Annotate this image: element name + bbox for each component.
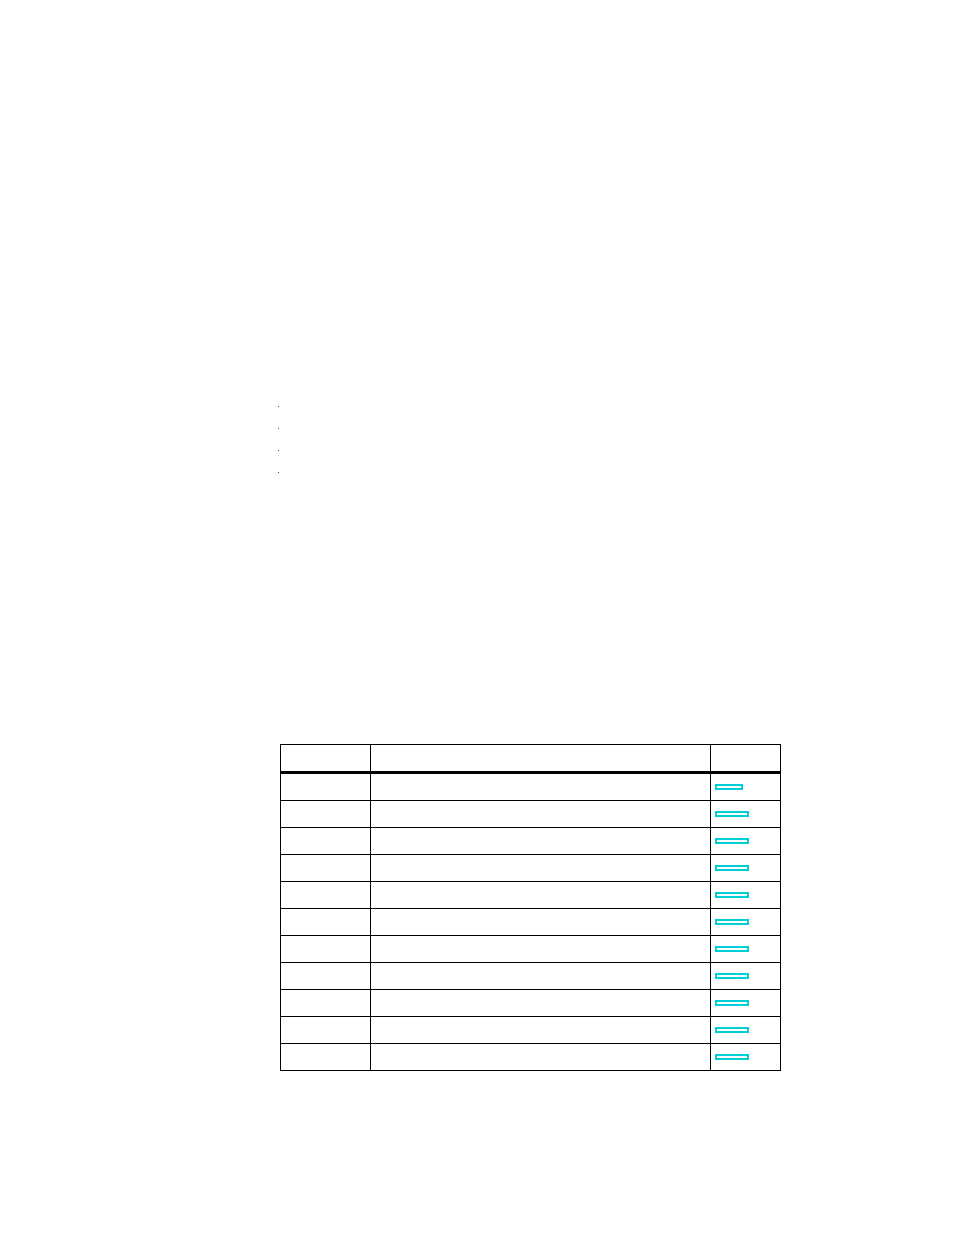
table-row	[281, 801, 781, 828]
table-cell-page	[711, 909, 781, 936]
table-header-row	[281, 745, 781, 773]
table-cell-title	[371, 990, 711, 1017]
table-cell-title	[371, 828, 711, 855]
table-cell-title	[371, 1017, 711, 1044]
page-link[interactable]	[715, 946, 749, 952]
table-row	[281, 855, 781, 882]
table-header-section	[281, 745, 371, 773]
page-link[interactable]	[715, 865, 749, 871]
table-cell-page	[711, 882, 781, 909]
table-header-title	[371, 745, 711, 773]
table-cell-section	[281, 882, 371, 909]
table-cell-title	[371, 936, 711, 963]
table-cell-section	[281, 990, 371, 1017]
table-cell-title	[371, 909, 711, 936]
table-row	[281, 963, 781, 990]
table-row	[281, 882, 781, 909]
contents-table	[280, 744, 781, 1071]
table-cell-title	[371, 963, 711, 990]
page-link[interactable]	[715, 811, 749, 817]
table-row	[281, 828, 781, 855]
page-link[interactable]	[715, 1054, 749, 1060]
page-link[interactable]	[715, 784, 743, 790]
table-row	[281, 990, 781, 1017]
page-link[interactable]	[715, 892, 749, 898]
table-cell-section	[281, 801, 371, 828]
table-cell-page	[711, 936, 781, 963]
table-cell-section	[281, 963, 371, 990]
page-link[interactable]	[715, 1000, 749, 1006]
table-cell-page	[711, 828, 781, 855]
table-row	[281, 909, 781, 936]
table-cell-page	[711, 990, 781, 1017]
table-cell-section	[281, 773, 371, 801]
table-cell-page	[711, 855, 781, 882]
table-cell-page	[711, 1044, 781, 1071]
table-cell-page	[711, 1017, 781, 1044]
table-cell-section	[281, 936, 371, 963]
table-cell-section	[281, 828, 371, 855]
table-cell-section	[281, 1044, 371, 1071]
table-cell-section	[281, 855, 371, 882]
table-cell-section	[281, 909, 371, 936]
table-row	[281, 936, 781, 963]
page-link[interactable]	[715, 838, 749, 844]
table-cell-title	[371, 855, 711, 882]
table-header-page	[711, 745, 781, 773]
table-row	[281, 773, 781, 801]
table-cell-title	[371, 882, 711, 909]
table-row	[281, 1017, 781, 1044]
table-cell-page	[711, 773, 781, 801]
table-cell-page	[711, 801, 781, 828]
page-link[interactable]	[715, 973, 749, 979]
table-cell-title	[371, 801, 711, 828]
table-cell-title	[371, 1044, 711, 1071]
table-cell-page	[711, 963, 781, 990]
table-cell-section	[281, 1017, 371, 1044]
table-cell-title	[371, 773, 711, 801]
page-link[interactable]	[715, 919, 749, 925]
table-row	[281, 1044, 781, 1071]
page-link[interactable]	[715, 1027, 749, 1033]
